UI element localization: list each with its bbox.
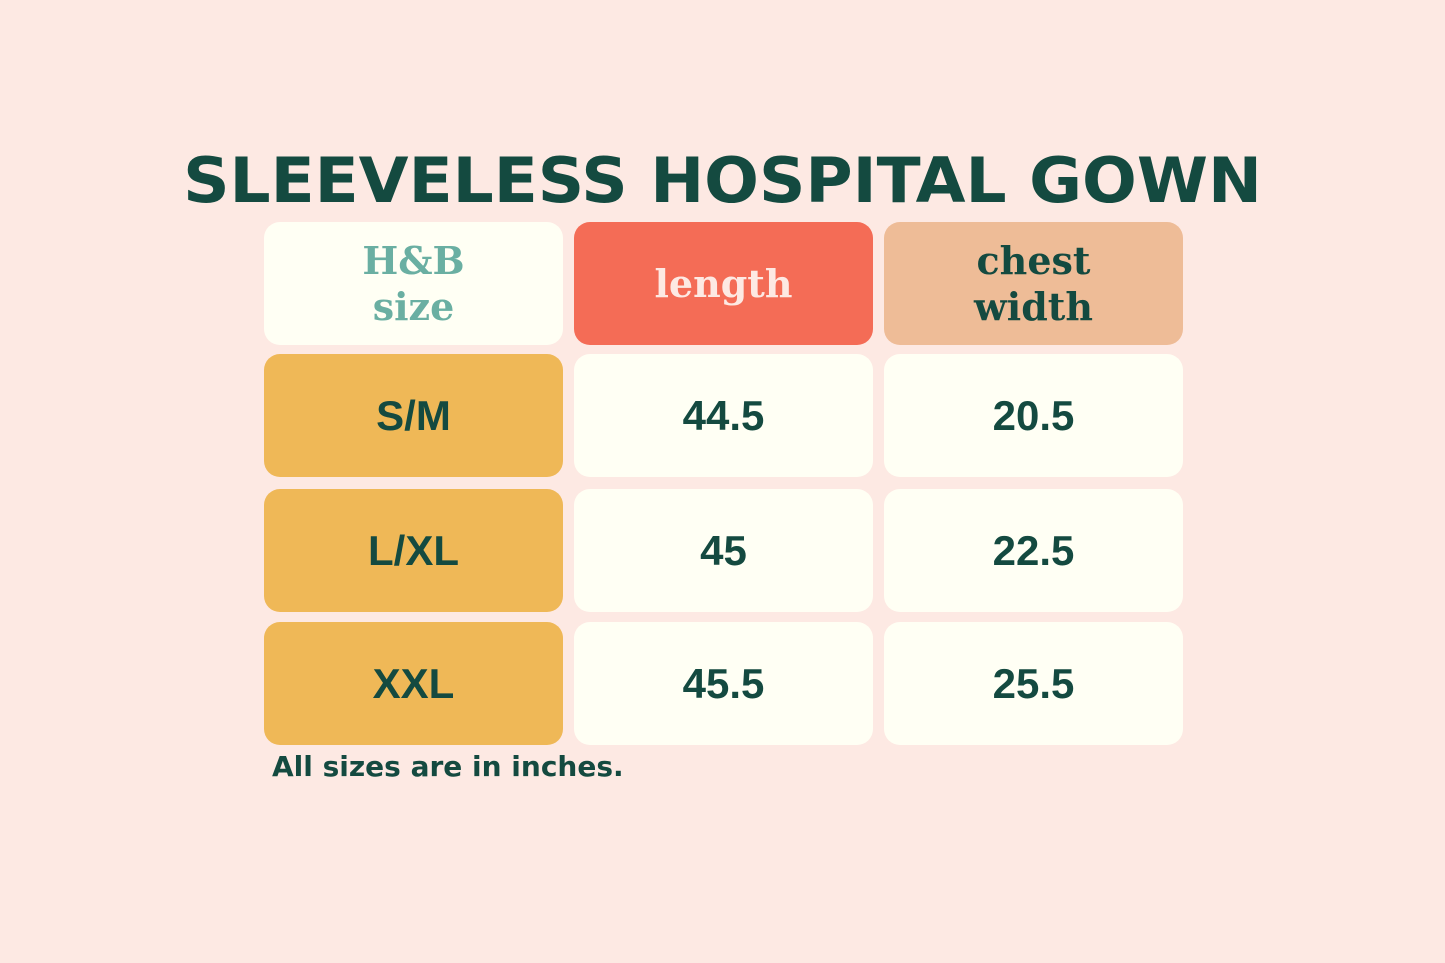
header-chest-width: chest width bbox=[884, 222, 1183, 345]
header-size-line2: size bbox=[372, 283, 455, 329]
chest-width-cell: 22.5 bbox=[884, 489, 1183, 612]
chest-width-cell: 20.5 bbox=[884, 354, 1183, 477]
page-title: SLEEVELESS HOSPITAL GOWN bbox=[183, 144, 1262, 217]
chest-width-cell: 25.5 bbox=[884, 622, 1183, 745]
header-size-line1: H&B bbox=[362, 237, 465, 283]
length-cell: 44.5 bbox=[574, 354, 873, 477]
units-footnote: All sizes are in inches. bbox=[272, 750, 624, 783]
size-cell: L/XL bbox=[264, 489, 563, 612]
header-length: length bbox=[574, 222, 873, 345]
length-cell: 45 bbox=[574, 489, 873, 612]
size-cell: XXL bbox=[264, 622, 563, 745]
header-chest-line2: width bbox=[974, 283, 1093, 329]
header-size: H&B size bbox=[264, 222, 563, 345]
length-cell: 45.5 bbox=[574, 622, 873, 745]
header-chest-line1: chest bbox=[976, 237, 1091, 283]
header-length-label: length bbox=[654, 260, 793, 306]
size-cell: S/M bbox=[264, 354, 563, 477]
